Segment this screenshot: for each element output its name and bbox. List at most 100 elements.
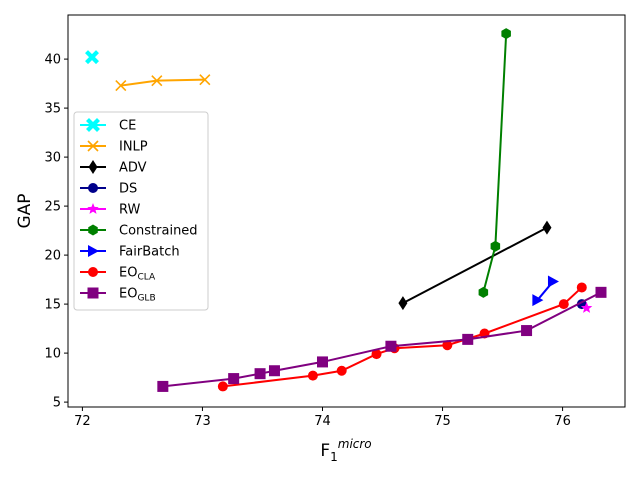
y-tick-label-30: 30 — [44, 151, 61, 166]
legend-marker-constrained — [88, 224, 98, 236]
series-line-eo-glb — [162, 291, 602, 388]
y-tick-label-40: 40 — [44, 53, 61, 68]
x-axis-label: F1micro — [320, 437, 371, 464]
legend-item-eo-cla: EOCLA — [80, 266, 156, 283]
data-point-eo-glb-5 — [385, 340, 397, 352]
legend-label-sub-eo-glb: GLB — [137, 294, 155, 304]
data-point-eo-cla-2 — [336, 365, 347, 376]
x-tick-label-75: 75 — [434, 414, 451, 429]
legend-label-sub-eo-cla: CLA — [137, 273, 156, 283]
legend-label-main-ds: DS — [119, 182, 137, 197]
series-fairbatch — [532, 275, 559, 307]
axis-ticks: 72 73 74 75 76 5 10 15 20 25 30 35 40 — [44, 53, 570, 429]
legend-label-main-constrained: Constrained — [119, 224, 198, 239]
series-inlp — [115, 74, 211, 92]
legend-label-rw: RW — [119, 203, 141, 218]
data-point-fairbatch-1 — [547, 275, 559, 288]
data-point-eo-glb-0 — [157, 380, 169, 392]
series-line-adv — [402, 226, 548, 305]
legend-marker-eo-cla — [88, 267, 98, 277]
y-tick-label-15: 15 — [44, 298, 61, 313]
x-tick-label-74: 74 — [314, 414, 331, 429]
legend-item-eo-glb: EOGLB — [80, 287, 156, 304]
legend-label-fairbatch: FairBatch — [119, 245, 180, 260]
series-line-constrained — [482, 33, 508, 293]
x-axis-label-superscript: micro — [338, 437, 372, 451]
data-point-eo-cla-5 — [442, 340, 453, 351]
legend-marker-fairbatch — [88, 245, 99, 257]
legend-label-main-eo-cla: EO — [119, 266, 137, 281]
legend-label-main-ce: CE — [119, 119, 136, 134]
x-tick-label-76: 76 — [554, 414, 571, 429]
data-point-eo-glb-6 — [462, 333, 474, 345]
y-axis-label: GAP — [15, 193, 35, 228]
legend-label-eo-glb: EOGLB — [119, 287, 156, 304]
x-tick-label-72: 72 — [74, 414, 91, 429]
data-point-inlp-0 — [115, 79, 127, 92]
x-axis-label-main: F — [320, 441, 330, 461]
legend-item-constrained: Constrained — [80, 224, 198, 239]
data-point-eo-glb-3 — [268, 365, 280, 377]
legend-marker-adv — [88, 160, 98, 174]
data-point-eo-cla-0 — [217, 381, 228, 392]
legend-label-main-eo-glb: EO — [119, 287, 137, 302]
data-point-eo-glb-7 — [521, 325, 533, 337]
x-axis-label-subscript: 1 — [330, 450, 338, 464]
y-tick-label-5: 5 — [53, 396, 61, 411]
data-point-eo-cla-8 — [576, 282, 587, 293]
legend-marker-inlp — [87, 140, 99, 152]
data-point-rw-0 — [580, 302, 593, 313]
legend-box — [73, 111, 209, 311]
data-point-eo-glb-4 — [316, 356, 328, 368]
plot-area-frame — [67, 14, 626, 408]
series-adv — [398, 220, 552, 311]
data-point-eo-glb-2 — [254, 368, 266, 380]
series-ce — [85, 50, 99, 65]
series-eo-glb — [157, 286, 607, 392]
legend-label-main-inlp: INLP — [119, 140, 148, 155]
data-point-eo-cla-7 — [558, 299, 569, 310]
data-point-constrained-2 — [501, 28, 511, 40]
series-rw — [580, 302, 593, 313]
legend-label-adv: ADV — [119, 161, 147, 176]
data-point-constrained-0 — [478, 286, 489, 298]
data-point-inlp-1 — [151, 75, 163, 87]
legend-item-adv: ADV — [80, 160, 147, 176]
data-point-fairbatch-0 — [532, 294, 544, 307]
legend-label-eo-cla: EOCLA — [119, 266, 156, 283]
legend-item-ce: CE — [80, 118, 136, 134]
legend-items: CEINLPADVDSRWConstrainedFairBatchEOCLAEO… — [80, 118, 198, 304]
legend-marker-ce — [86, 118, 100, 132]
y-tick-label-20: 20 — [44, 249, 61, 264]
series-line-inlp — [120, 78, 205, 87]
legend-label-inlp: INLP — [119, 140, 148, 155]
y-tick-label-35: 35 — [44, 102, 61, 117]
legend-label-ds: DS — [119, 182, 137, 197]
legend-item-ds: DS — [80, 182, 137, 197]
data-point-eo-glb-1 — [228, 373, 240, 385]
legend-label-main-fairbatch: FairBatch — [119, 245, 180, 260]
data-point-adv-0 — [398, 296, 408, 311]
legend-marker-ds — [88, 183, 98, 193]
legend-marker-rw — [87, 203, 99, 214]
legend-marker-eo-glb — [87, 287, 99, 299]
y-tick-label-25: 25 — [44, 200, 61, 215]
y-tick-label-10: 10 — [44, 347, 61, 362]
legend-label-main-adv: ADV — [119, 161, 147, 176]
x-tick-label-73: 73 — [194, 414, 211, 429]
legend-label-ce: CE — [119, 119, 136, 134]
legend-item-fairbatch: FairBatch — [80, 245, 180, 260]
legend-label-constrained: Constrained — [119, 224, 198, 239]
legend: CEINLPADVDSRWConstrainedFairBatchEOCLAEO… — [73, 111, 209, 311]
series-layer — [85, 28, 607, 392]
data-point-constrained-1 — [490, 240, 501, 252]
data-point-eo-cla-3 — [371, 349, 382, 360]
legend-item-inlp: INLP — [80, 140, 148, 155]
data-point-inlp-2 — [199, 74, 211, 86]
series-constrained — [478, 28, 511, 298]
data-point-adv-1 — [542, 220, 552, 235]
legend-label-main-rw: RW — [119, 203, 141, 218]
data-point-ce-0 — [85, 50, 99, 65]
data-point-eo-glb-8 — [595, 286, 607, 298]
